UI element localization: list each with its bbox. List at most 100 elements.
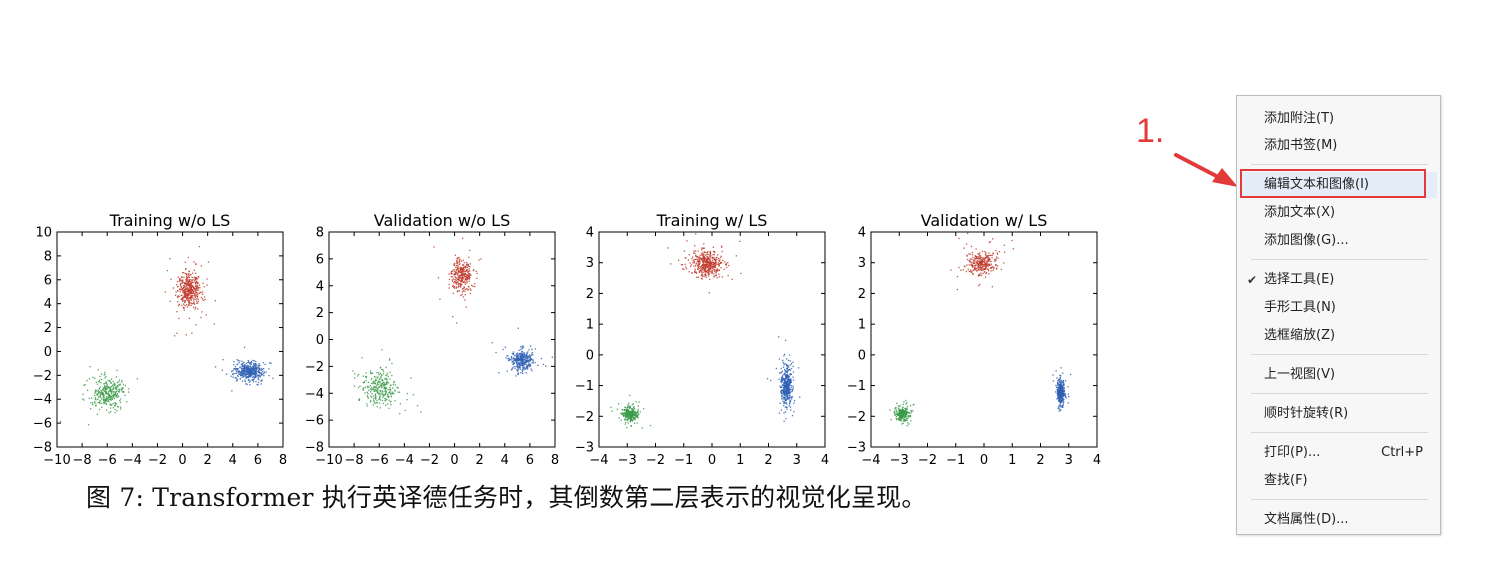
menu-item-hand-tool[interactable]: 手形工具(N) [1240,295,1437,321]
scatter-point [466,288,468,290]
y-tick-label: 8 [44,249,52,264]
menu-item-add-note[interactable]: 添加附注(T) [1240,106,1437,132]
scatter-point [692,260,694,262]
menu-item-previous-view[interactable]: 上一视图(V) [1240,362,1437,388]
scatter-point [904,407,906,410]
scatter-point [784,385,787,387]
scatter-point [237,368,239,370]
scatter-point [904,419,906,421]
menu-item-rotate-clockwise[interactable]: 顺时针旋转(R) [1240,401,1437,427]
menu-item-select-tool[interactable]: ✔ 选择工具(E) [1240,267,1437,293]
y-tick-label: 0 [44,345,52,360]
scatter-point [1063,387,1065,389]
scatter-point [700,269,702,271]
x-tick-label: 0 [708,453,716,468]
scatter-point [196,302,198,304]
menu-item-marquee-zoom[interactable]: 选框缩放(Z) [1240,323,1437,349]
menu-item-add-image[interactable]: 添加图像(G)... [1240,228,1437,254]
menu-item-document-properties[interactable]: 文档属性(D)... [1240,507,1437,533]
y-tick-label: 3 [586,256,594,271]
scatter-point [721,276,723,278]
scatter-point [187,295,190,297]
scatter-point [188,270,190,272]
scatter-point [253,360,255,362]
scatter-point [966,258,969,261]
scatter-point [495,351,497,354]
scatter-point [464,283,466,285]
scatter-point [534,348,537,350]
scatter-point [782,377,784,379]
scatter-point [248,374,250,376]
scatter-point [102,396,104,398]
scatter-point [372,388,375,390]
scatter-point [690,265,692,267]
scatter-point [221,369,223,371]
scatter-point [528,354,531,356]
scatter-point [114,411,116,414]
scatter-point [707,275,710,277]
menu-item-add-bookmark[interactable]: 添加书签(M) [1240,133,1437,159]
scatter-point [462,259,464,261]
scatter-point [452,284,454,286]
scatter-point [531,348,533,350]
scatter-point [452,286,455,288]
scatter-point [239,371,242,373]
scatter-point [263,368,265,370]
scatter-point [711,265,714,268]
scatter-point [368,389,370,392]
scatter-point [786,391,788,393]
scatter-point [376,406,378,408]
scatter-point [531,351,533,354]
scatter-point [1062,372,1064,374]
scatter-point [524,361,526,364]
scatter-point [990,266,992,269]
scatter-point [94,377,96,379]
menu-item-label: 手形工具(N) [1264,300,1336,315]
scatter-point [250,369,252,371]
menu-item-print[interactable]: 打印(P)... Ctrl+P [1240,440,1437,466]
menu-item-add-text[interactable]: 添加文本(X) [1240,200,1437,226]
scatter-point [455,269,457,272]
scatter-point [787,378,789,381]
scatter-point [183,272,185,274]
scatter-point [197,289,200,291]
scatter-point [518,366,520,369]
scatter-point [245,374,247,376]
scatter-point [516,361,518,363]
scatter-point [978,262,981,265]
scatter-point [379,395,381,397]
scatter-point [627,422,629,424]
scatter-point [259,372,262,374]
scatter-point [1059,408,1061,411]
scatter-point [254,367,256,370]
scatter-point [177,276,179,278]
scatter-point [901,414,903,416]
scatter-point [890,419,892,421]
menu-item-edit-text-image[interactable]: 编辑文本和图像(I) [1240,172,1437,198]
scatter-point [704,257,706,259]
scatter-point [696,256,698,258]
scatter-point [786,368,788,370]
scatter-point [993,267,995,270]
scatter-point [969,260,971,262]
scatter-point [1059,379,1061,381]
scatter-point [182,289,184,292]
scatter-point [623,409,625,411]
scatter-point [365,379,367,382]
scatter-point [107,393,110,395]
scatter-point [460,281,462,283]
scatter-point [189,284,191,286]
scatter-point [381,383,383,385]
scatter-point [701,265,703,267]
menu-separator [1251,354,1428,355]
scatter-point [627,418,629,420]
scatter-point [250,373,252,375]
scatter-point [637,411,639,414]
scatter-point [995,249,997,252]
scatter-point [455,287,457,289]
menu-item-find[interactable]: 查找(F) [1240,468,1437,494]
scatter-point [182,281,184,283]
scatter-point [106,393,108,395]
scatter-point [792,379,795,381]
scatter-point [193,287,195,289]
